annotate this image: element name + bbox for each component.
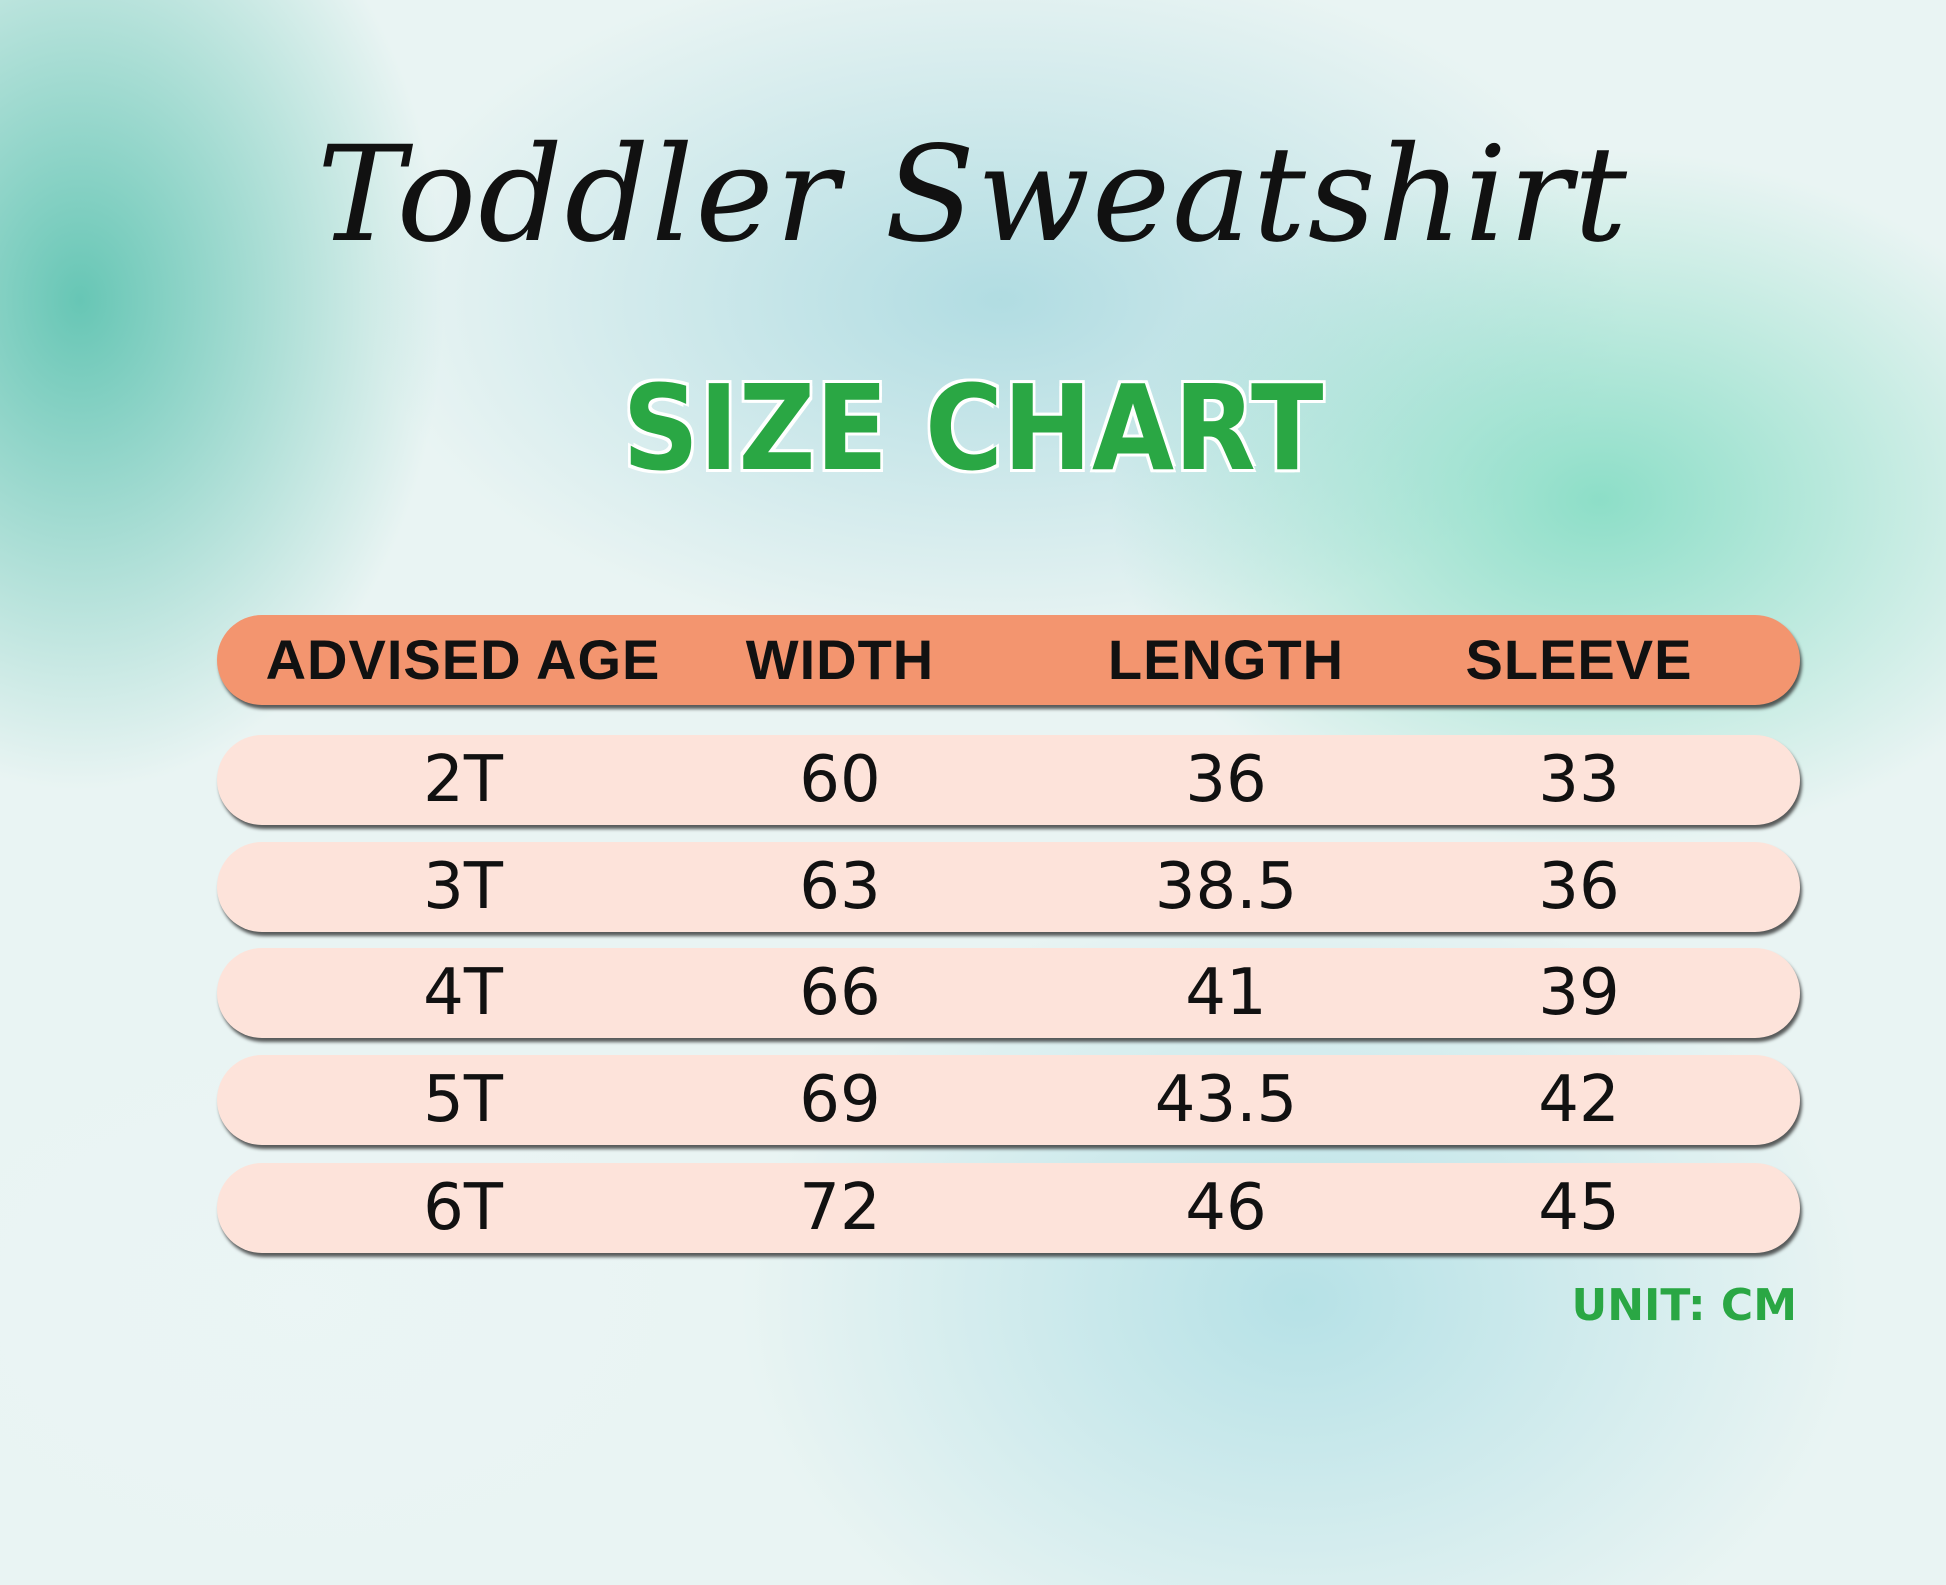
- table-row: 3T 63 38.5 36: [217, 842, 1800, 932]
- cell-width: 60: [799, 743, 881, 817]
- header-sleeve: SLEEVE: [1465, 628, 1693, 691]
- cell-age: 3T: [423, 850, 503, 924]
- table-row: 2T 60 36 33: [217, 735, 1800, 825]
- header-advised-age: ADVISED AGE: [265, 628, 661, 691]
- table-row: 5T 69 43.5 42: [217, 1055, 1800, 1145]
- chart-subtitle: SIZE CHART: [622, 359, 1324, 497]
- cell-length: 46: [1185, 1171, 1267, 1245]
- unit-label: UNIT: CM: [1571, 1280, 1797, 1331]
- cell-length: 41: [1185, 956, 1267, 1030]
- table-row: 6T 72 46 45: [217, 1163, 1800, 1253]
- table-row: 4T 66 41 39: [217, 948, 1800, 1038]
- cell-sleeve: 33: [1538, 743, 1620, 817]
- cell-width: 66: [799, 956, 881, 1030]
- cell-sleeve: 39: [1538, 956, 1620, 1030]
- cell-length: 36: [1185, 743, 1267, 817]
- cell-age: 6T: [423, 1171, 503, 1245]
- cell-age: 4T: [423, 956, 503, 1030]
- cell-length: 43.5: [1154, 1063, 1298, 1137]
- chart-title: Toddler Sweatshirt: [316, 118, 1630, 272]
- table-header: ADVISED AGE WIDTH LENGTH SLEEVE: [217, 615, 1800, 705]
- cell-width: 72: [799, 1171, 881, 1245]
- cell-age: 2T: [423, 743, 503, 817]
- cell-sleeve: 42: [1538, 1063, 1620, 1137]
- header-length: LENGTH: [1107, 628, 1345, 691]
- cell-length: 38.5: [1154, 850, 1298, 924]
- cell-age: 5T: [423, 1063, 503, 1137]
- cell-width: 69: [799, 1063, 881, 1137]
- header-width: WIDTH: [745, 628, 935, 691]
- cell-sleeve: 36: [1538, 850, 1620, 924]
- cell-width: 63: [799, 850, 881, 924]
- cell-sleeve: 45: [1538, 1171, 1620, 1245]
